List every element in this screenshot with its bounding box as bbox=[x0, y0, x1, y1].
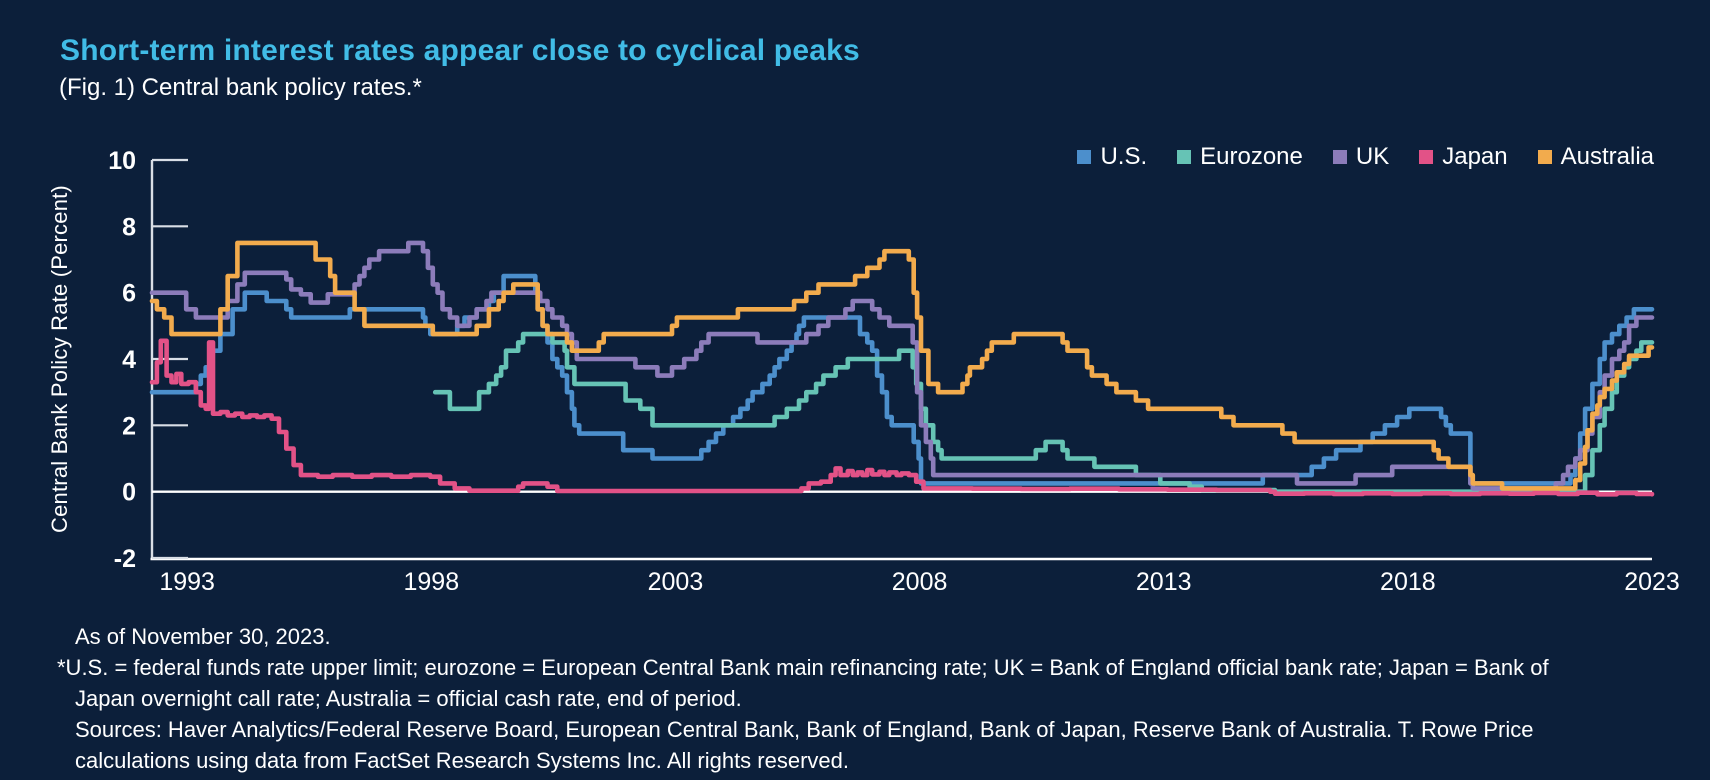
legend-label-uk: UK bbox=[1355, 143, 1390, 170]
y-tick-label-0: 0 bbox=[122, 479, 136, 507]
page-title: Short-term interest rates appear close t… bbox=[60, 34, 860, 67]
legend-swatch-australia bbox=[1537, 150, 1552, 164]
x-tick-label-2008: 2008 bbox=[892, 568, 948, 596]
series-line-australia bbox=[149, 240, 1655, 491]
legend-swatch-us bbox=[1077, 150, 1092, 164]
legend-label-japan: Japan bbox=[1442, 143, 1508, 170]
y-axis-title: Central Bank Policy Rate (Percent) bbox=[47, 185, 72, 533]
footer-notes: As of November 30, 2023. *U.S. = federal… bbox=[57, 621, 1592, 776]
legend-label-australia: Australia bbox=[1560, 143, 1654, 170]
legend-swatch-japan bbox=[1419, 150, 1434, 164]
series-line-us bbox=[149, 273, 1655, 486]
legend-label-eurozone: Eurozone bbox=[1200, 143, 1303, 170]
figure-caption: (Fig. 1) Central bank policy rates.* bbox=[59, 74, 422, 101]
footnote-definitions: *U.S. = federal funds rate upper limit; … bbox=[57, 655, 1549, 711]
x-tick-label-1998: 1998 bbox=[403, 568, 459, 596]
sources-note: Sources: Haver Analytics/Federal Reserve… bbox=[75, 717, 1534, 773]
legend-item-us: U.S. bbox=[1077, 143, 1147, 171]
x-tick-label-2013: 2013 bbox=[1136, 568, 1192, 596]
series-line-uk bbox=[149, 240, 1655, 491]
y-tick-label-2: 2 bbox=[122, 412, 136, 440]
legend-swatch-uk bbox=[1332, 150, 1347, 164]
y-tick-label-4: 4 bbox=[122, 346, 136, 374]
x-tick-label-2003: 2003 bbox=[648, 568, 704, 596]
y-tick-label-6: 6 bbox=[122, 280, 136, 308]
x-tick-label-1993: 1993 bbox=[159, 568, 215, 596]
series-line-eurozone bbox=[432, 331, 1655, 494]
x-tick-label-2023: 2023 bbox=[1624, 568, 1680, 596]
legend-item-uk: UK bbox=[1332, 143, 1390, 171]
legend-item-australia: Australia bbox=[1537, 143, 1654, 171]
legend-item-eurozone: Eurozone bbox=[1177, 143, 1303, 171]
y-tick-label--2: -2 bbox=[114, 545, 136, 573]
y-tick-label-10: 10 bbox=[108, 147, 136, 175]
chart-legend: U.S. Eurozone UK Japan Australia bbox=[1077, 143, 1654, 171]
y-tick-label-8: 8 bbox=[122, 213, 136, 241]
series-line-japan bbox=[149, 338, 1655, 497]
legend-item-japan: Japan bbox=[1419, 143, 1508, 171]
legend-swatch-eurozone bbox=[1177, 150, 1192, 164]
as-of-date: As of November 30, 2023. bbox=[75, 624, 331, 649]
legend-label-us: U.S. bbox=[1100, 143, 1148, 170]
x-tick-label-2018: 2018 bbox=[1380, 568, 1436, 596]
